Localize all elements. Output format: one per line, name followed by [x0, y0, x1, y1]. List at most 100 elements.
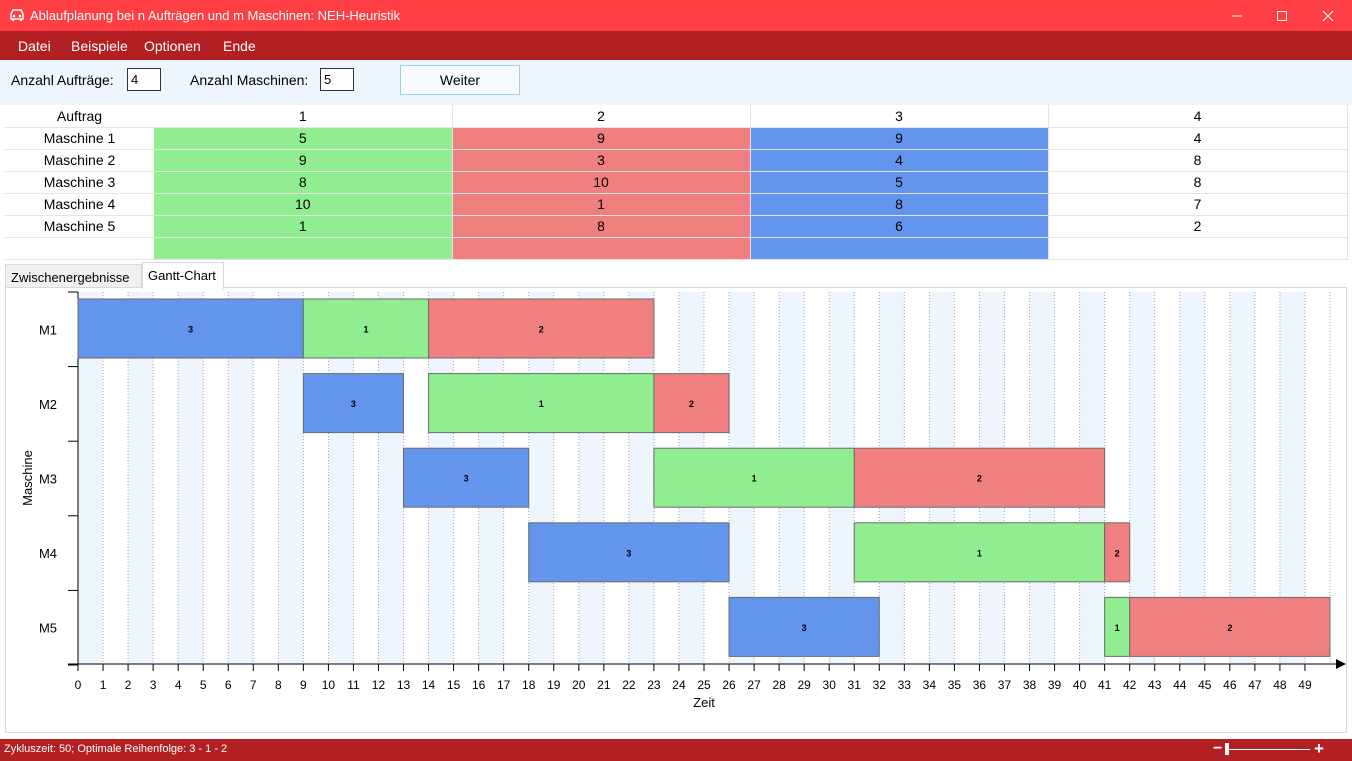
job-color-cell[interactable]: [1048, 237, 1348, 260]
table-cell[interactable]: 9: [452, 127, 751, 150]
machine-label: M4: [39, 546, 57, 561]
zoom-out-button[interactable]: −: [1213, 740, 1223, 757]
x-tick-label: 6: [225, 678, 232, 692]
table-cell[interactable]: 9: [154, 149, 453, 172]
x-tick-label: 44: [1173, 678, 1187, 692]
x-tick-label: 8: [275, 678, 282, 692]
gantt-bar: [853, 447, 1106, 508]
close-icon: [1322, 10, 1334, 21]
auftraege-label: Anzahl Aufträge:: [11, 72, 114, 88]
table-cell[interactable]: 1: [452, 193, 751, 216]
gantt-bar-label: 3: [351, 399, 356, 409]
x-tick-label: 39: [1048, 678, 1062, 692]
zoom-in-button[interactable]: +: [1314, 739, 1324, 758]
machine-label: M2: [39, 397, 57, 412]
table-cell[interactable]: 6: [750, 215, 1049, 238]
gantt-bar-label: 1: [539, 399, 544, 409]
x-tick-label: 48: [1273, 678, 1287, 692]
input-toolbar: Anzahl Aufträge: 4 Anzahl Maschinen: 5 W…: [0, 60, 1352, 105]
maschinen-label: Anzahl Maschinen:: [190, 72, 309, 88]
table-cell[interactable]: 5: [154, 127, 453, 150]
table-cell[interactable]: 3: [452, 149, 751, 172]
x-tick-label: 41: [1098, 678, 1112, 692]
x-tick-label: 47: [1248, 678, 1262, 692]
close-button[interactable]: [1305, 0, 1351, 31]
gantt-bar-label: 1: [977, 548, 982, 558]
x-tick-label: 21: [597, 678, 611, 692]
menu-datei[interactable]: Datei: [18, 38, 51, 54]
job-color-cell[interactable]: [452, 237, 751, 260]
x-tick-label: 14: [422, 678, 436, 692]
row-label: Maschine 5: [5, 215, 154, 238]
x-tick-label: 23: [647, 678, 661, 692]
table-cell[interactable]: 5: [750, 171, 1049, 194]
x-tick-label: 12: [372, 678, 386, 692]
table-cell[interactable]: 8: [1048, 171, 1348, 194]
menu-optionen[interactable]: Optionen: [144, 38, 201, 54]
table-cell[interactable]: 8: [750, 193, 1049, 216]
maximize-icon: [1277, 10, 1287, 21]
table-header-job[interactable]: 3: [750, 105, 1049, 128]
tab-gantt-chart[interactable]: Gantt-Chart: [142, 262, 224, 289]
table-row: Maschine 3 8 10 5 8: [5, 171, 1348, 194]
table-cell[interactable]: 4: [750, 149, 1049, 172]
x-tick-label: 29: [797, 678, 811, 692]
table-cell[interactable]: 8: [154, 171, 453, 194]
table-header-job[interactable]: 2: [452, 105, 751, 128]
menu-beispiele[interactable]: Beispiele: [71, 38, 128, 54]
x-tick-label: 13: [397, 678, 411, 692]
table-header-job[interactable]: 1: [154, 105, 453, 128]
gantt-bar: [653, 373, 730, 434]
x-tick-label: 38: [1023, 678, 1037, 692]
maschinen-input[interactable]: 5: [320, 68, 354, 91]
minimize-button[interactable]: [1214, 0, 1260, 31]
weiter-button[interactable]: Weiter: [400, 65, 520, 95]
x-axis-arrow: [1336, 659, 1346, 669]
gantt-bar-label: 2: [539, 325, 544, 335]
table-cell[interactable]: 8: [1048, 149, 1348, 172]
table-cell[interactable]: 7: [1048, 193, 1348, 216]
gantt-bar: [403, 447, 530, 508]
table-cell[interactable]: 1: [154, 215, 453, 238]
table-cell[interactable]: 10: [154, 193, 453, 216]
table-row: Maschine 5 1 8 6 2: [5, 215, 1348, 238]
gantt-bar: [528, 522, 730, 583]
x-tick-label: 46: [1223, 678, 1237, 692]
table-cell[interactable]: 8: [452, 215, 751, 238]
table-cell[interactable]: 9: [750, 127, 1049, 150]
table-header-job[interactable]: 4: [1048, 105, 1348, 128]
job-color-cell[interactable]: [750, 237, 1049, 260]
maximize-button[interactable]: [1259, 0, 1305, 31]
x-tick-label: 4: [175, 678, 182, 692]
job-color-cell[interactable]: [154, 237, 453, 260]
gantt-bar: [1129, 596, 1331, 657]
x-tick-label: 33: [898, 678, 912, 692]
x-tick-label: 16: [472, 678, 486, 692]
machine-label: M5: [39, 621, 57, 636]
zoom-slider-track[interactable]: [1228, 749, 1310, 750]
minimize-icon: [1232, 15, 1242, 16]
x-tick-label: 30: [823, 678, 837, 692]
gantt-bar: [77, 298, 304, 359]
x-axis-title: Zeit: [693, 695, 715, 710]
x-tick-label: 43: [1148, 678, 1162, 692]
menu-ende[interactable]: Ende: [223, 38, 256, 54]
tab-zwischenergebnisse[interactable]: Zwischenergebnisse: [5, 264, 142, 288]
menu-bar: Datei Beispiele Optionen Ende: [0, 31, 1352, 60]
status-bar: Zykluszeit: 50; Optimale Reihenfolge: 3 …: [0, 739, 1352, 761]
x-tick-label: 1: [100, 678, 107, 692]
x-tick-label: 2: [125, 678, 132, 692]
gantt-bar-label: 3: [626, 548, 631, 558]
gantt-bar-label: 3: [188, 325, 193, 335]
zoom-slider-thumb[interactable]: [1225, 743, 1229, 755]
gantt-bar-label: 1: [363, 325, 368, 335]
table-cell[interactable]: 4: [1048, 127, 1348, 150]
gantt-bar: [1104, 522, 1131, 583]
auftraege-input[interactable]: 4: [127, 68, 161, 91]
gantt-bar-label: 2: [1115, 548, 1120, 558]
table-row: Maschine 2 9 3 4 8: [5, 149, 1348, 172]
table-cell[interactable]: 2: [1048, 215, 1348, 238]
table-cell[interactable]: 10: [452, 171, 751, 194]
gantt-bar: [302, 373, 405, 434]
